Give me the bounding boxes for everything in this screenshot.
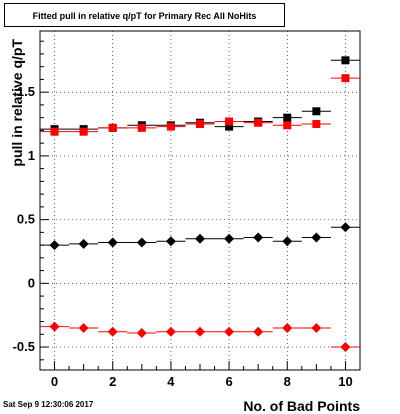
plot-frame [39,30,361,371]
y-tick-label: 1 [28,148,35,163]
data-point [225,117,234,126]
y-tick-label: 0.5 [17,212,35,227]
data-point [341,56,350,65]
y-tick-label: 0 [28,275,35,290]
data-point [165,326,176,337]
data-point [341,74,350,83]
y-tick-label: -0.5 [13,339,35,354]
data-point [283,113,292,122]
data-point [311,232,322,243]
x-tick-label: 2 [109,374,116,389]
data-point [253,232,264,243]
data-point [282,322,293,333]
data-point [50,127,59,136]
data-point [166,122,175,131]
data-point [340,222,351,233]
x-tick-label: 0 [51,374,58,389]
data-point [136,237,147,248]
data-point [108,123,117,132]
data-point [282,236,293,247]
data-point [225,122,234,131]
chart-title: Fitted pull in relative q/pT for Primary… [4,3,285,27]
data-point [311,322,322,333]
x-tick-label: 8 [284,374,291,389]
data-point [195,326,205,337]
data-point [165,236,176,247]
data-point [253,326,264,337]
data-point [224,326,235,337]
data-point [312,120,321,129]
series-square-red [40,74,360,136]
data-point [79,127,88,136]
x-tick-label: 4 [167,374,175,389]
data-point [340,342,351,353]
timestamp: Sat Sep 9 12:30:06 2017 [3,400,94,409]
data-point [137,123,146,132]
data-point [136,328,147,339]
x-tick-label: 6 [225,374,232,389]
data-point [49,321,60,332]
x-tick-label: 10 [338,374,352,389]
grid-layer [40,31,360,370]
marks-layer [40,56,360,353]
data-point [224,233,235,244]
data-point [254,118,263,127]
data-point [195,233,205,244]
data-point [196,120,204,129]
series-diamond-red [40,321,360,353]
data-point [107,326,118,337]
series-diamond-black [40,222,360,251]
y-tick-label: 1.5 [17,84,35,99]
data-point [78,238,89,249]
data-point [283,121,292,130]
data-point [49,240,60,251]
axes-layer: 0 2 4 6 8 10 -0.5 0 0.5 1 1.5 [13,40,353,389]
y-axis-label: pull in relative q/pT [9,39,25,167]
x-axis-label: No. of Bad Points [243,398,360,414]
data-point [78,322,89,333]
data-point [312,107,321,116]
data-point [107,237,118,248]
